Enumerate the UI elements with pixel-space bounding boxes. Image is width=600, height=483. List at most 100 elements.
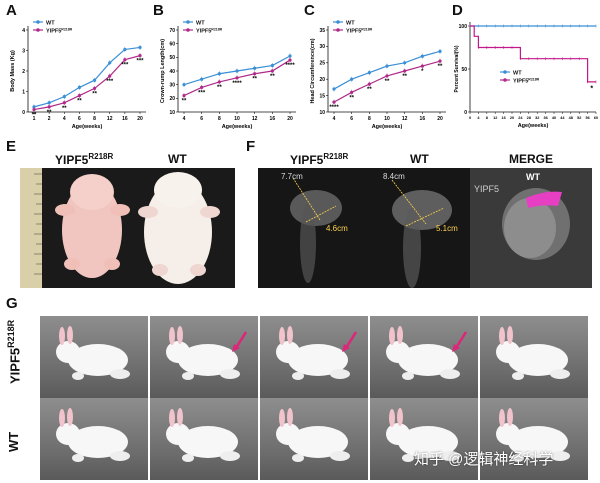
- f-xray-wt: [366, 168, 470, 288]
- rabbit-ear: [59, 327, 65, 345]
- point-wt: [32, 105, 36, 109]
- y-tick-label: 15: [319, 93, 325, 99]
- x-tick-label: 16: [270, 116, 276, 122]
- rabbit-foreleg: [402, 372, 414, 380]
- rabbit-ear: [169, 409, 175, 427]
- rabbit-foreleg: [512, 454, 524, 462]
- rabbit-foreleg: [512, 372, 524, 380]
- legend-wt-marker: [186, 20, 190, 24]
- x-tick-label: 4: [333, 116, 336, 122]
- rabbit-head: [386, 423, 410, 445]
- x-tick-label: 48: [569, 116, 573, 120]
- point-wt: [77, 85, 82, 89]
- significance-mark: ***: [121, 63, 129, 69]
- x-axis-label: Age(weeks): [72, 124, 103, 130]
- f-wt-width: 5.1cm: [436, 224, 458, 233]
- rabbit-body: [398, 344, 458, 376]
- rabbit-frame: [150, 398, 258, 480]
- series-mutant-line: [33, 55, 141, 111]
- x-tick-label: 20: [510, 116, 514, 120]
- rabbit-illustration: [496, 326, 570, 380]
- x-tick-label: 52: [577, 116, 581, 120]
- significance-mark: ****: [285, 63, 295, 69]
- rabbit-head: [496, 423, 520, 445]
- f-mutant-length: 7.7cm: [281, 172, 303, 181]
- rabbit-frame: [370, 316, 478, 398]
- e-label-wt: WT: [168, 152, 187, 166]
- rabbit-frame: [260, 398, 368, 480]
- rabbit-head: [276, 423, 300, 445]
- significance-mark: **: [217, 85, 222, 91]
- rabbit-ear: [507, 326, 513, 344]
- pink-arrow-head-icon: [342, 344, 350, 352]
- x-tick-label: 44: [560, 116, 565, 120]
- legend-mut-superscript: R218R: [528, 78, 539, 82]
- e-rabbit-illustration: [20, 168, 220, 288]
- rabbit-foreleg: [72, 454, 84, 462]
- rabbit-ear: [59, 409, 65, 427]
- legend-wt-marker: [36, 20, 40, 24]
- x-tick-label: 32: [535, 116, 539, 120]
- rabbit-foreleg: [402, 454, 414, 462]
- rabbit-ear: [287, 408, 293, 426]
- x-tick-label: 20: [287, 116, 293, 122]
- rabbit-frame: [480, 316, 588, 398]
- rabbit-frame: [260, 316, 368, 398]
- point-mutant: [367, 82, 371, 86]
- rabbit-ear: [499, 327, 505, 345]
- panel-letter-e: E: [6, 138, 17, 155]
- x-tick-label: 36: [543, 116, 547, 120]
- rabbit-ear: [389, 409, 395, 427]
- legend-mut-marker: [336, 28, 340, 32]
- x-tick-label: 1: [33, 116, 36, 122]
- rabbit-head: [166, 423, 190, 445]
- y-tick-label: 4: [22, 28, 25, 34]
- rabbit-illustration: [166, 408, 240, 462]
- point-wt: [200, 77, 204, 81]
- x-tick-label: 4: [183, 116, 186, 122]
- f-label-merge: MERGE: [509, 152, 554, 166]
- f-merge-wt-label: WT: [526, 172, 540, 182]
- point-mutant: [138, 54, 142, 58]
- y-tick-label: 3: [22, 48, 25, 54]
- x-tick-label: 60: [594, 116, 598, 120]
- x-tick-label: 40: [552, 116, 556, 120]
- rabbit-hindleg: [330, 451, 350, 461]
- point-wt: [182, 83, 186, 87]
- rabbit-body: [68, 344, 128, 376]
- rabbit-frame: [40, 398, 148, 480]
- point-wt: [253, 66, 257, 70]
- f-merge-mutant-label: YIPF5: [474, 184, 500, 194]
- y-axis-label: Body Mass (Kg): [10, 50, 16, 92]
- rabbit-frame: [480, 398, 588, 480]
- significance-mark: **: [47, 110, 52, 116]
- significance-mark: *: [421, 69, 424, 75]
- rabbit-ear: [397, 326, 403, 344]
- legend-mut-marker: [36, 28, 40, 32]
- pink-arrow-head-icon: [452, 344, 460, 352]
- legend-mut-text: YIPF5R218R: [513, 78, 540, 85]
- y-tick-label: 10: [169, 110, 175, 116]
- point-wt: [420, 54, 424, 58]
- x-tick-label: 10: [234, 116, 240, 122]
- point-mutant: [235, 76, 239, 80]
- rabbit-ear: [279, 327, 285, 345]
- y-axis-label: Percent Survival(%): [454, 45, 460, 92]
- x-tick-label: 8: [218, 116, 221, 122]
- f-xray-mutant: [258, 168, 366, 288]
- x-tick-label: 6: [78, 116, 81, 122]
- significance-mark: **: [438, 64, 443, 70]
- f-label-mutant: YIPF5R218R: [290, 152, 349, 167]
- legend-wt-text: WT: [196, 21, 205, 27]
- rabbit-illustration: [56, 408, 130, 462]
- panel-letter-b: B: [153, 2, 164, 19]
- legend-mut-superscript: R218R: [211, 28, 222, 32]
- point-wt: [92, 78, 97, 82]
- legend-mut-marker: [186, 28, 190, 32]
- panel-letter-a: A: [6, 2, 17, 19]
- x-tick-label: 10: [384, 116, 390, 122]
- x-tick-label: 16: [501, 116, 505, 120]
- y-tick-label: 70: [169, 28, 175, 34]
- x-tick-label: 8: [486, 116, 488, 120]
